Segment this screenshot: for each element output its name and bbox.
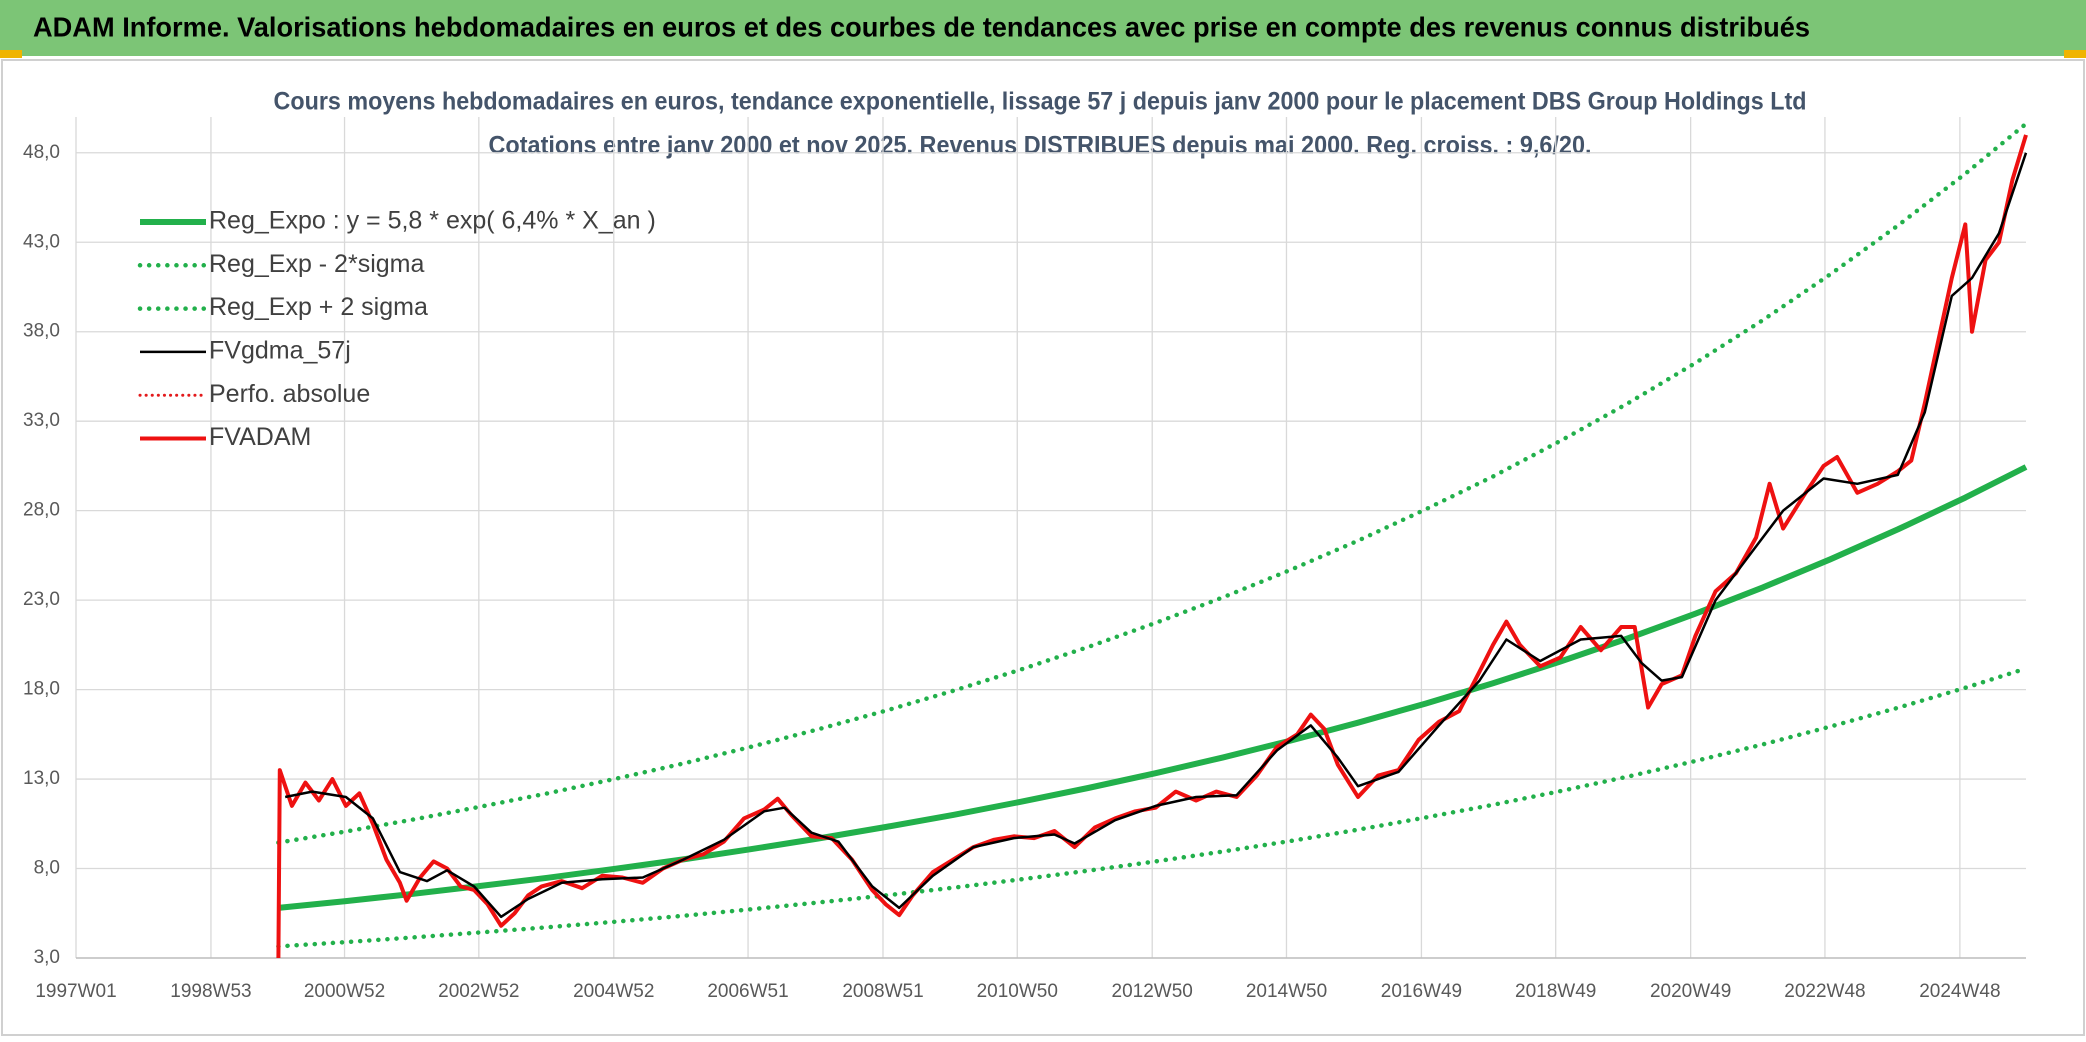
x-tick-label: 2010W50	[977, 981, 1058, 1002]
x-tick-label: 1998W53	[170, 981, 251, 1002]
legend-label: Reg_Exp + 2 sigma	[209, 293, 428, 321]
x-tick-label: 2022W48	[1784, 981, 1865, 1002]
legend-label: Perfo. absolue	[209, 380, 370, 408]
x-tick-label: 2006W51	[707, 981, 788, 1002]
chart-subtitle: Cotations entre janv 2000 et nov 2025. R…	[489, 132, 1592, 160]
y-tick-label: 38,0	[23, 321, 60, 342]
y-tick-label: 33,0	[23, 410, 60, 431]
series-line	[278, 464, 2028, 911]
x-tick-label: 2020W49	[1650, 981, 1731, 1002]
corner	[0, 50, 22, 58]
y-tick-label: 8,0	[34, 858, 60, 879]
x-tick-label: 2012W50	[1112, 981, 1193, 1002]
y-tick-label: 23,0	[23, 589, 60, 610]
legend-label: Reg_Expo : y = 5,8 * exp( 6,4% * X_an )	[209, 207, 656, 235]
legend-label: FVgdma_57j	[209, 337, 351, 365]
y-tick-label: 48,0	[23, 142, 60, 163]
y-tick-label: 28,0	[23, 500, 60, 521]
series-line	[284, 152, 2028, 919]
series-line	[276, 134, 2028, 959]
x-tick-label: 2018W49	[1515, 981, 1596, 1002]
y-tick-label: 13,0	[23, 768, 60, 789]
x-tick-label: 1997W01	[35, 981, 116, 1002]
y-tick-label: 18,0	[23, 679, 60, 700]
y-tick-label: 3,0	[34, 947, 60, 968]
x-tick-label: 2002W52	[438, 981, 519, 1002]
chart-subtitle: Cours moyens hebdomadaires en euros, ten…	[274, 88, 1807, 116]
x-tick-label: 2008W51	[842, 981, 923, 1002]
header-bar	[0, 0, 2086, 56]
x-tick-label: 2000W52	[304, 981, 385, 1002]
corner	[2064, 50, 2086, 58]
y-tick-label: 43,0	[23, 231, 60, 252]
series-line	[276, 666, 2029, 949]
x-tick-label: 2014W50	[1246, 981, 1327, 1002]
chart-frame	[1, 59, 2085, 1036]
x-tick-label: 2016W49	[1381, 981, 1462, 1002]
legend-label: Reg_Exp - 2*sigma	[209, 250, 424, 278]
x-tick-label: 2004W52	[573, 981, 654, 1002]
legend-label: FVADAM	[209, 423, 311, 451]
chart-title: ADAM Informe. Valorisations hebdomadaire…	[33, 11, 1810, 42]
x-tick-label: 2024W48	[1919, 981, 2000, 1002]
